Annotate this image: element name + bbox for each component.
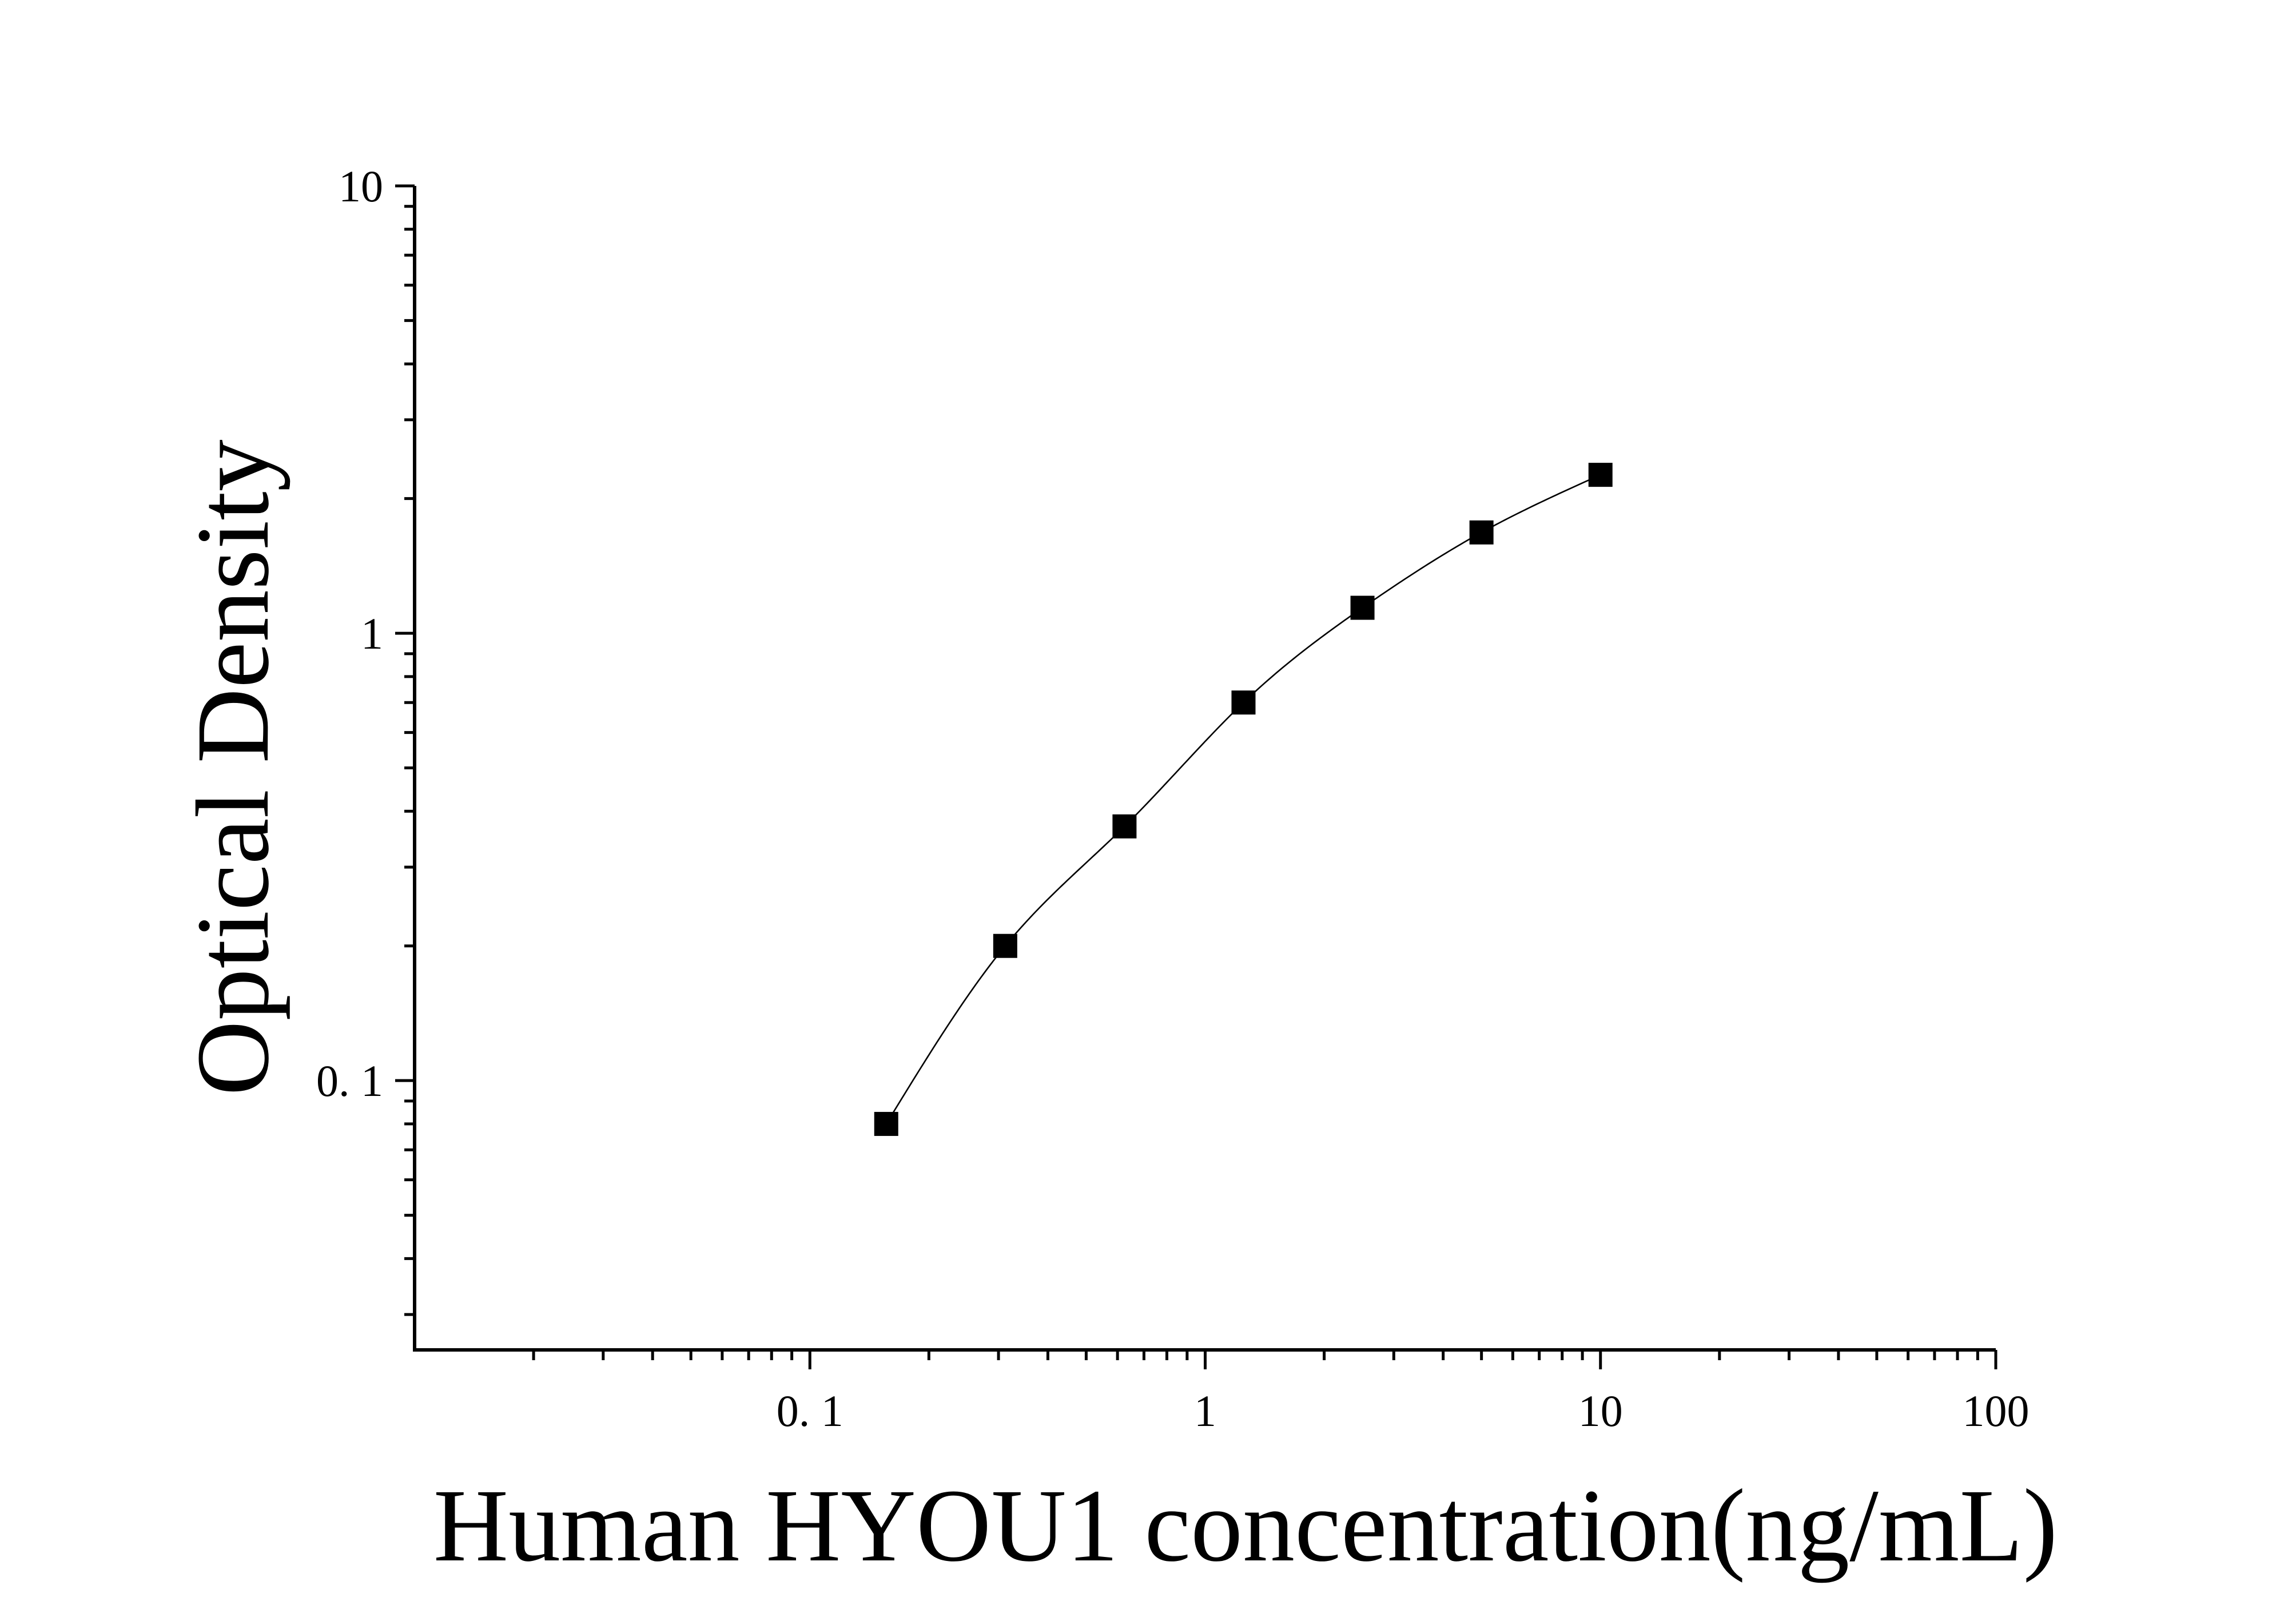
x-axis-title: Human HYOU1 concentration(ng/mL) <box>433 1468 2058 1583</box>
x-tick-label: 100 <box>1963 1386 2030 1436</box>
x-tick-labels: 0. 1 1 10 100 <box>777 1386 2030 1436</box>
data-point <box>874 1111 898 1136</box>
y-ticks <box>395 184 415 1316</box>
x-tick-label: 1 <box>1194 1386 1216 1436</box>
x-tick-label: 10 <box>1578 1386 1623 1436</box>
data-point <box>1469 520 1494 545</box>
y-tick-label: 1 <box>361 609 383 658</box>
y-tick-label: 10 <box>339 161 383 211</box>
data-markers <box>874 463 1613 1136</box>
y-axis-title: Optical Density <box>176 439 291 1095</box>
data-point <box>1112 814 1137 839</box>
data-point <box>1231 690 1256 715</box>
axes <box>413 186 1996 1352</box>
y-tick-labels: 0. 1 1 10 <box>316 161 383 1106</box>
data-point <box>993 933 1017 958</box>
data-point <box>1588 463 1613 487</box>
fit-curve <box>885 474 1601 1125</box>
data-point <box>1350 595 1375 620</box>
x-tick-label: 0. 1 <box>777 1386 843 1436</box>
x-ticks <box>532 1350 1997 1369</box>
y-tick-label: 0. 1 <box>316 1056 383 1106</box>
